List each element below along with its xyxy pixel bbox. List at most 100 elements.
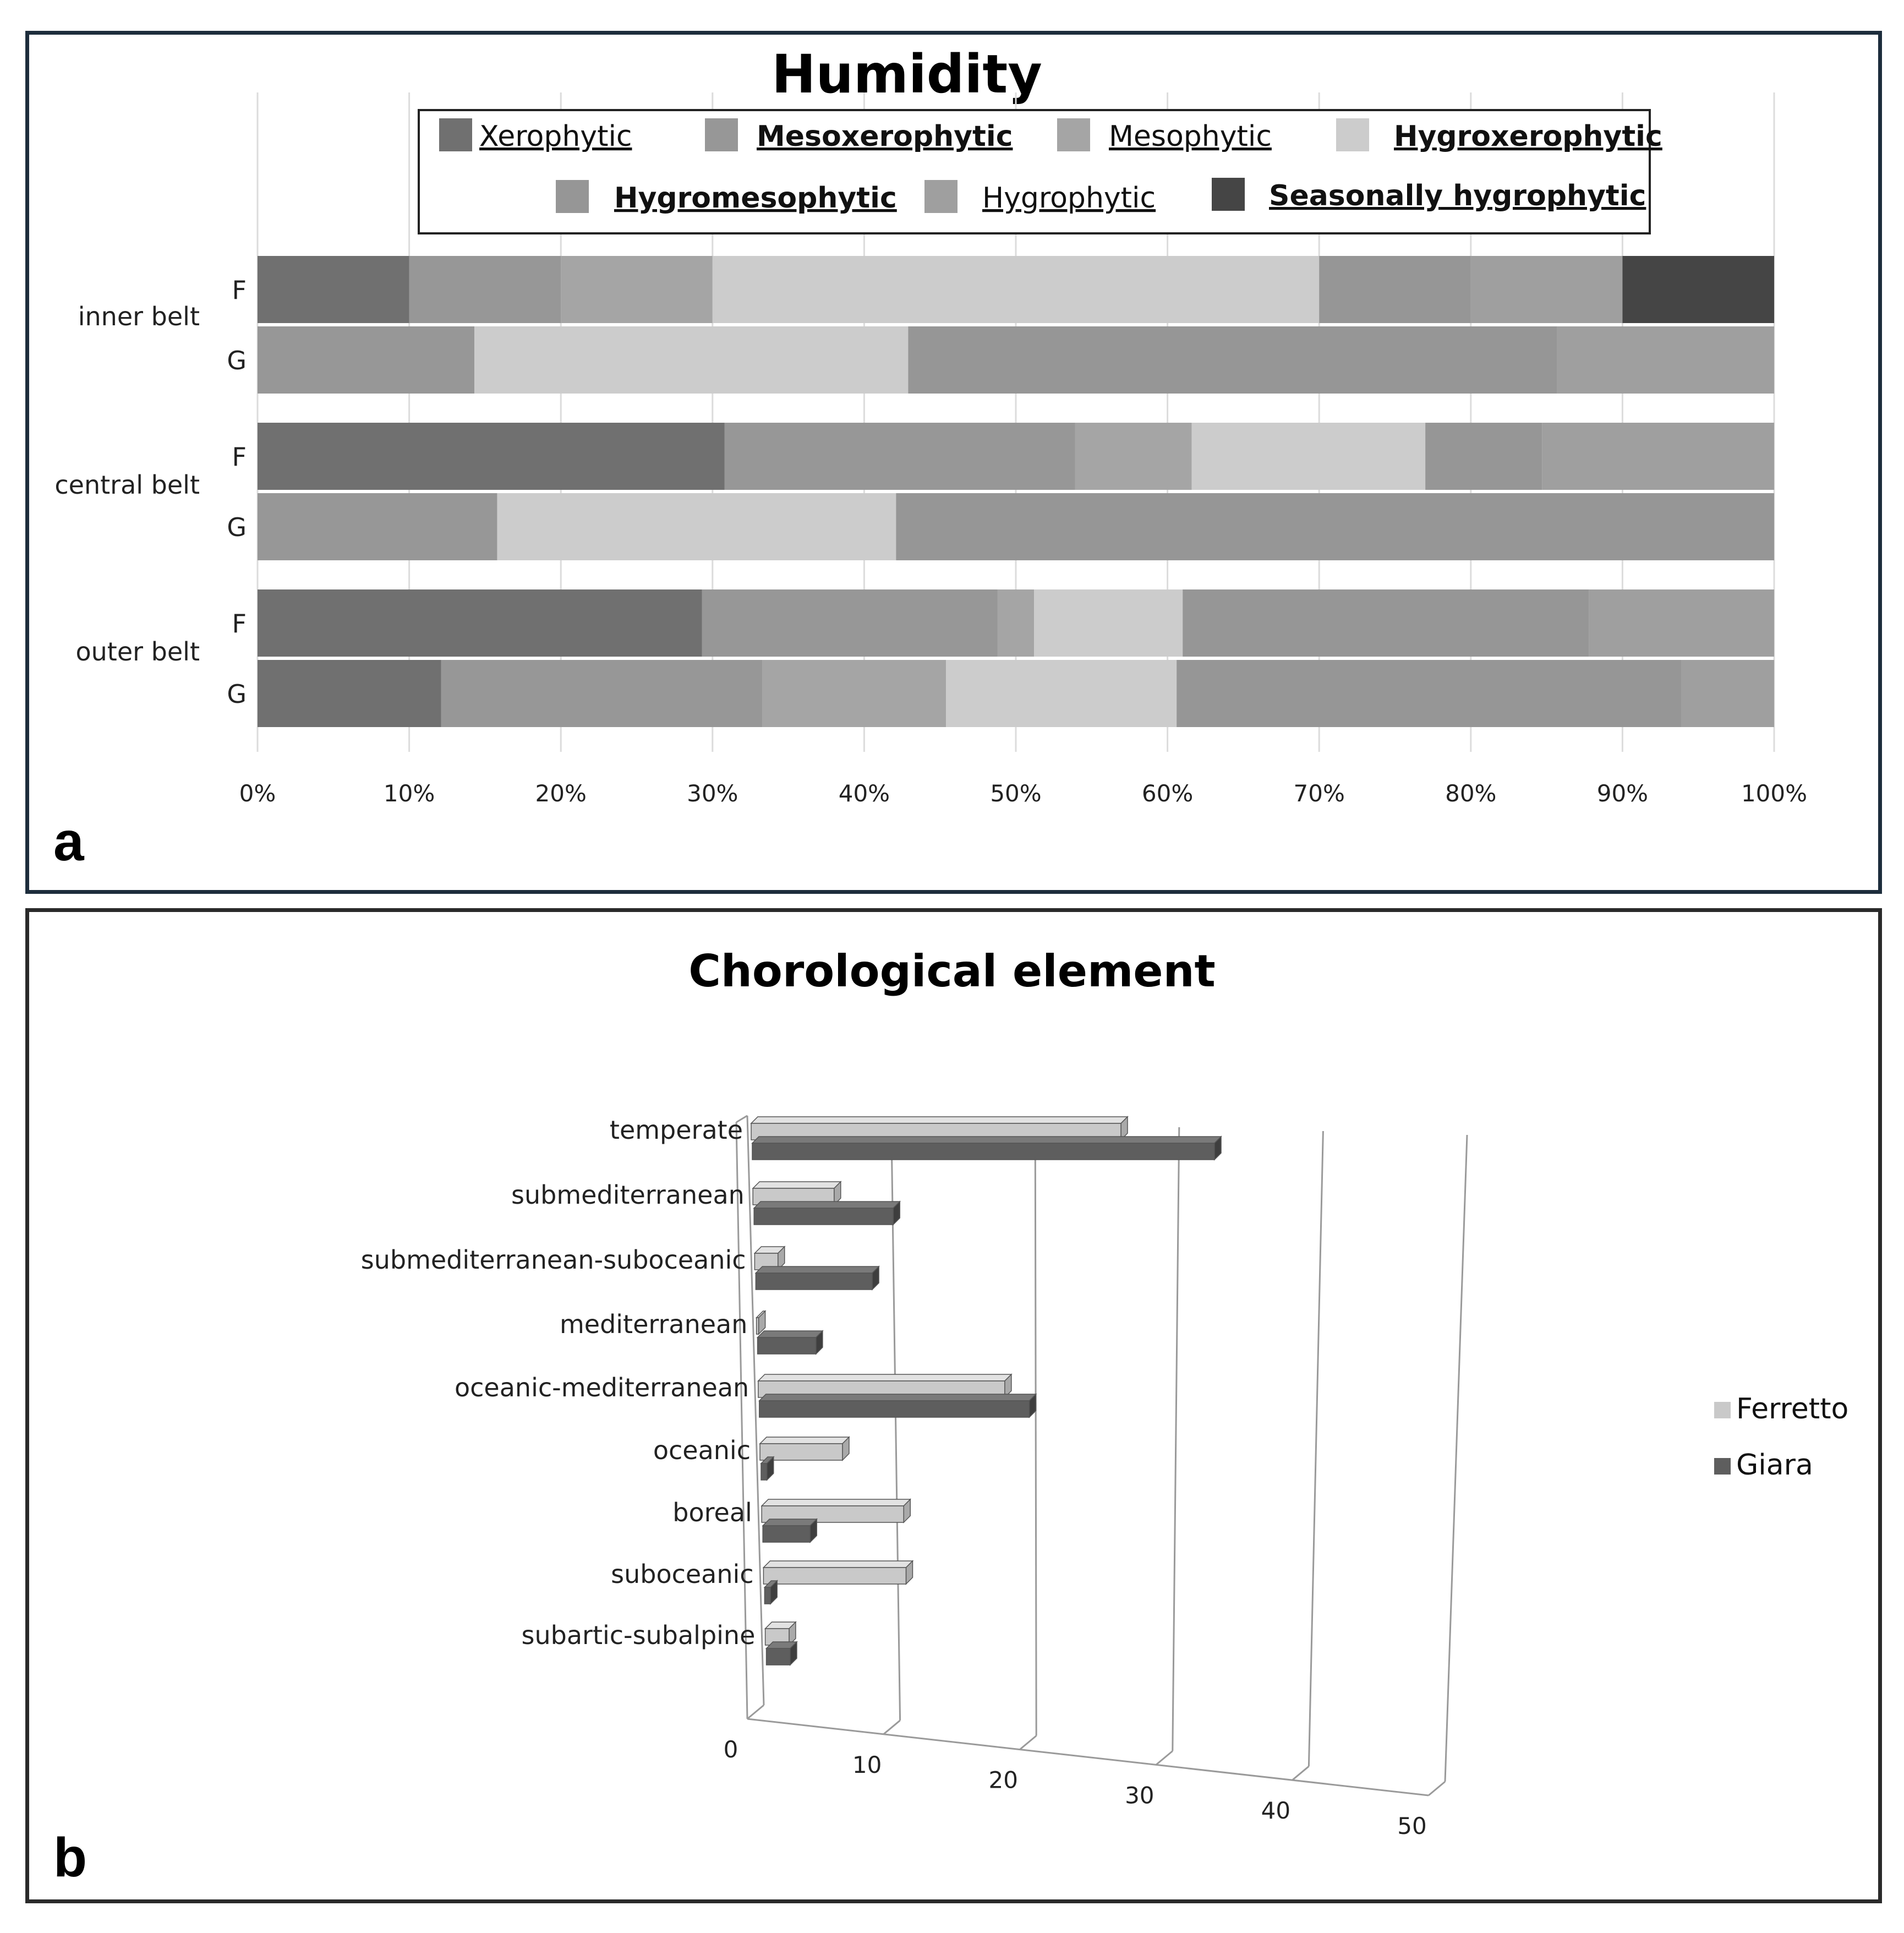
bar-segment: [474, 326, 909, 394]
bar: [765, 1641, 798, 1666]
bar-face: [762, 1525, 811, 1543]
row-label: G: [227, 679, 247, 709]
bar-segment: [702, 589, 998, 657]
gridline-foot: [1428, 1781, 1446, 1797]
bar: [755, 1310, 767, 1335]
gridline: [746, 1115, 765, 1706]
x-tick-label: 10%: [384, 780, 435, 807]
panel-label: b: [53, 1827, 87, 1888]
category-label: submediterranean: [511, 1180, 745, 1210]
x-tick-label: 40: [1261, 1797, 1290, 1824]
bar-segment: [1470, 256, 1623, 323]
group-label: outer belt: [76, 637, 200, 667]
bar-face: [753, 1208, 894, 1225]
gridline-foot: [1155, 1750, 1173, 1766]
gridline-foot: [1292, 1766, 1310, 1781]
bars: [750, 1116, 1222, 1666]
x-tick-label: 30%: [687, 780, 738, 807]
bar-segment: [409, 256, 561, 323]
legend-label: Hygrophytic: [982, 182, 1156, 215]
x-tick-label: 0%: [239, 780, 276, 807]
bar-segment: [946, 660, 1177, 727]
bar-segment: [712, 256, 1320, 323]
gridline-foot: [747, 1704, 764, 1720]
bar: [762, 1560, 914, 1585]
bar-segment: [258, 423, 725, 490]
chart-title: Humidity: [772, 43, 1042, 105]
bar-face: [756, 1317, 759, 1335]
bar-segment: [1034, 589, 1183, 657]
bar-segment: [258, 589, 702, 657]
bar-segment: [1177, 660, 1682, 727]
legend-swatch: [924, 180, 958, 213]
bar-top: [758, 1394, 1037, 1401]
bar: [764, 1621, 797, 1646]
bar: [758, 1393, 1037, 1418]
gridline-foot: [1019, 1735, 1037, 1750]
bar: [760, 1456, 775, 1481]
bar-segment: [1191, 423, 1426, 490]
gridline: [1034, 1123, 1037, 1736]
legend-label: Mesoxerophytic: [757, 120, 1013, 153]
bar: [754, 1265, 880, 1291]
gridline: [1307, 1131, 1324, 1767]
row-label: G: [227, 512, 247, 542]
bar-segment: [1589, 589, 1774, 657]
bar-segment: [258, 493, 497, 560]
category-label: temperate: [610, 1115, 743, 1145]
bar-segment: [258, 326, 475, 394]
bar-segment: [561, 256, 713, 323]
legend-swatch: [1212, 178, 1245, 211]
bar-face: [765, 1648, 791, 1666]
legend-label: Hygromesophytic: [614, 182, 897, 215]
bar-top: [759, 1437, 850, 1444]
bar-segment: [1075, 423, 1192, 490]
legend-label: Ferretto: [1736, 1393, 1848, 1426]
category-label: submediterranean-suboceanic: [361, 1245, 746, 1275]
bar-segment: [441, 660, 763, 727]
x-tick-label: 0: [724, 1736, 738, 1763]
bar-top: [750, 1116, 1129, 1124]
chorological-chart-svg: Chorological element 0 10 20 30 40 50 temperate…: [53, 946, 1848, 1888]
x-tick-label: 70%: [1294, 780, 1345, 807]
bar-face: [755, 1273, 873, 1290]
bar: [756, 1330, 824, 1355]
x-tick-label: 100%: [1741, 780, 1807, 807]
panel-a-humidity-chart: Humidity 0% 10% 20% 30% 40% 50% 60% 70% 80% 90% 100…: [25, 31, 1882, 894]
category-label: boreal: [672, 1498, 752, 1527]
gridline-foot: [883, 1719, 901, 1735]
bar-top: [756, 1330, 824, 1338]
bar-face: [760, 1463, 768, 1481]
bar-top: [762, 1519, 818, 1526]
bar-top: [762, 1560, 914, 1568]
x-tick-label: 30: [1125, 1782, 1154, 1809]
bar-segment: [258, 256, 409, 323]
bar-face: [757, 1337, 817, 1355]
legend-swatch: [1714, 1458, 1731, 1475]
bar-segment: [1542, 423, 1774, 490]
group-label: central belt: [54, 470, 200, 500]
legend-swatch: [556, 180, 589, 213]
legend-label: Mesophytic: [1109, 120, 1272, 153]
bar-face: [752, 1143, 1215, 1160]
bar-segment: [1319, 256, 1471, 323]
bar: [763, 1580, 779, 1605]
panel-b-chorological-chart: Chorological element 0 10 20 30 40 50 temperate…: [25, 908, 1882, 1903]
legend-swatch: [705, 118, 738, 151]
x-tick-label: 90%: [1597, 780, 1648, 807]
bar-segment: [1425, 423, 1542, 490]
bar-segment: [908, 326, 1557, 394]
category-label: oceanic: [653, 1435, 751, 1465]
x-tick-label: 50%: [990, 780, 1041, 807]
bar: [762, 1518, 818, 1543]
gridline: [1444, 1134, 1468, 1782]
bar-face: [763, 1567, 907, 1585]
bar-top: [754, 1266, 880, 1274]
legend-swatch: [1057, 118, 1090, 151]
x-tick-label: 60%: [1142, 780, 1193, 807]
bar-segment: [497, 493, 896, 560]
bar: [751, 1135, 1222, 1161]
bar-segment: [724, 423, 1075, 490]
category-label: mediterranean: [560, 1309, 747, 1339]
category-label: subartic-subalpine: [522, 1620, 756, 1650]
